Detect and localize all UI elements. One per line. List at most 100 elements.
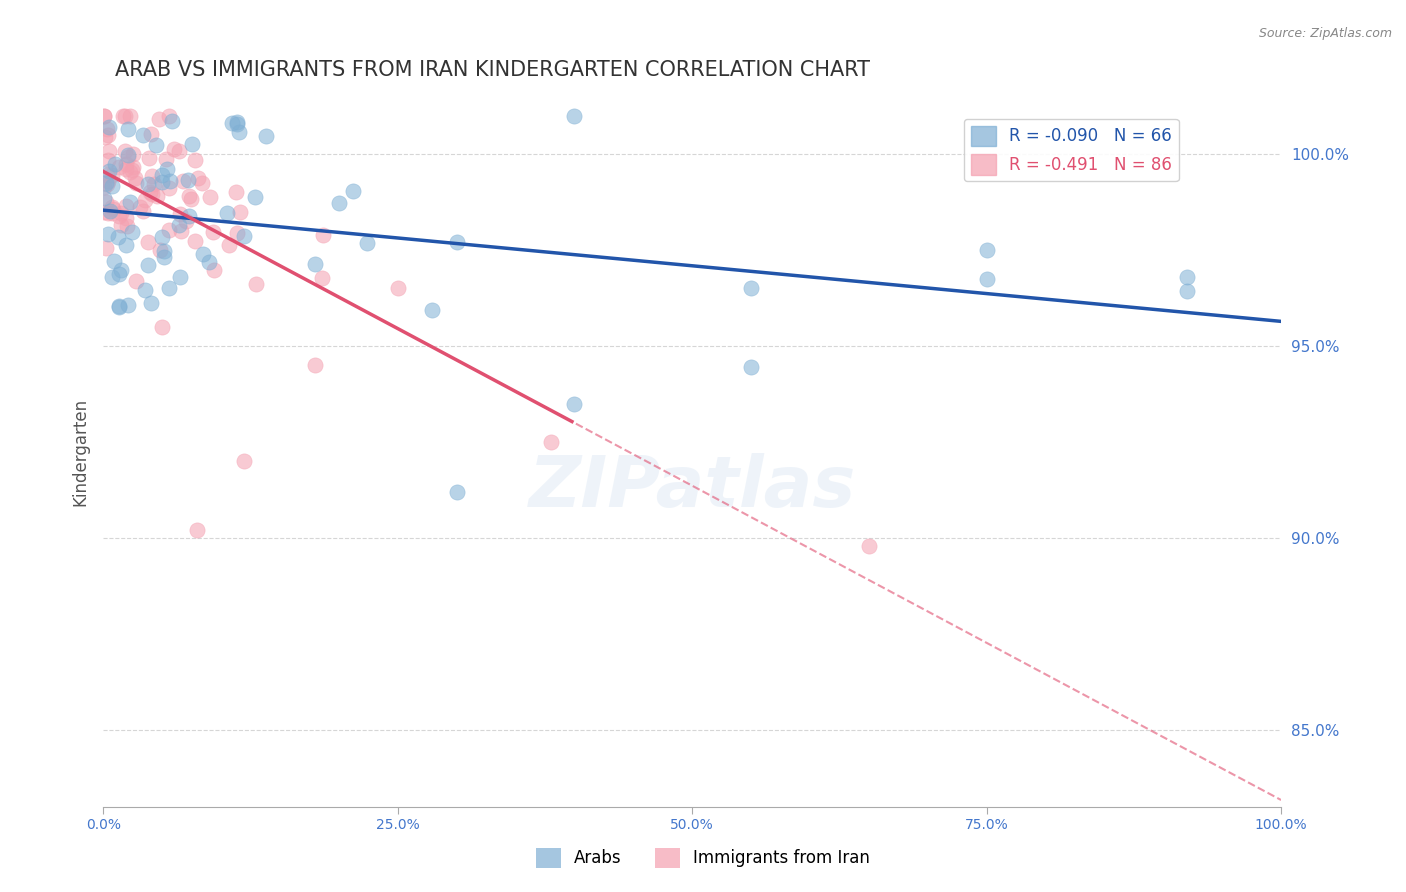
Point xyxy=(96,241,118,255)
Point xyxy=(149,244,172,258)
Point xyxy=(157,222,180,236)
Point xyxy=(228,125,250,139)
Point xyxy=(150,229,173,244)
Point xyxy=(94,176,117,190)
Point xyxy=(155,153,177,167)
Point xyxy=(181,136,204,151)
Point xyxy=(129,200,152,214)
Point xyxy=(159,174,181,188)
Point xyxy=(446,484,468,499)
Point xyxy=(115,157,138,171)
Point xyxy=(225,186,247,200)
Point xyxy=(118,109,141,123)
Point xyxy=(233,454,256,468)
Point xyxy=(177,189,200,203)
Point xyxy=(97,206,120,220)
Point xyxy=(94,194,117,209)
Point xyxy=(93,204,115,219)
Point xyxy=(97,227,120,241)
Point xyxy=(115,238,138,252)
Point xyxy=(446,235,468,249)
Point xyxy=(858,539,880,553)
Point xyxy=(141,186,163,201)
Text: ARAB VS IMMIGRANTS FROM IRAN KINDERGARTEN CORRELATION CHART: ARAB VS IMMIGRANTS FROM IRAN KINDERGARTE… xyxy=(115,60,870,79)
Point xyxy=(134,283,156,297)
Point xyxy=(226,118,249,132)
Point xyxy=(162,113,184,128)
Point xyxy=(183,234,205,248)
Point xyxy=(110,263,132,277)
Point xyxy=(304,358,326,372)
Point xyxy=(202,263,225,277)
Point xyxy=(97,120,120,134)
Point xyxy=(114,144,136,158)
Point xyxy=(120,195,142,210)
Point xyxy=(121,225,143,239)
Point xyxy=(93,192,115,206)
Legend: Arabs, Immigrants from Iran: Arabs, Immigrants from Iran xyxy=(529,841,877,875)
Point xyxy=(115,199,138,213)
Point xyxy=(118,165,141,179)
Point xyxy=(254,129,277,144)
Point xyxy=(976,272,998,286)
Point xyxy=(142,178,165,192)
Point xyxy=(97,173,120,187)
Point xyxy=(96,122,118,136)
Point xyxy=(139,185,162,199)
Point xyxy=(976,243,998,257)
Point xyxy=(101,169,124,183)
Point xyxy=(225,227,247,241)
Point xyxy=(110,218,132,232)
Point xyxy=(108,299,131,313)
Point xyxy=(1175,285,1198,299)
Point xyxy=(134,193,156,207)
Point xyxy=(97,153,120,168)
Point xyxy=(93,109,115,123)
Point xyxy=(93,179,115,194)
Point xyxy=(356,235,378,250)
Point xyxy=(152,244,174,258)
Point xyxy=(191,176,214,190)
Point xyxy=(311,228,333,243)
Point xyxy=(136,235,159,249)
Point xyxy=(187,170,209,185)
Point xyxy=(150,176,173,190)
Point xyxy=(304,257,326,271)
Point xyxy=(115,219,138,234)
Point xyxy=(163,142,186,156)
Text: ZIPatlas: ZIPatlas xyxy=(529,452,856,522)
Point xyxy=(110,206,132,220)
Point xyxy=(108,267,131,281)
Point xyxy=(232,229,254,244)
Point xyxy=(104,157,127,171)
Point xyxy=(115,162,138,177)
Point xyxy=(153,250,176,264)
Point xyxy=(157,180,180,194)
Point xyxy=(176,173,198,187)
Point xyxy=(93,109,115,123)
Point xyxy=(94,130,117,145)
Point xyxy=(117,148,139,162)
Point xyxy=(420,303,443,318)
Point xyxy=(97,128,120,142)
Point xyxy=(328,196,350,211)
Point xyxy=(311,270,333,285)
Point xyxy=(540,434,562,449)
Point xyxy=(148,112,170,126)
Point xyxy=(198,190,221,204)
Point xyxy=(125,274,148,288)
Point xyxy=(562,396,585,410)
Point xyxy=(169,145,191,159)
Text: Source: ZipAtlas.com: Source: ZipAtlas.com xyxy=(1258,27,1392,40)
Point xyxy=(174,214,197,228)
Point xyxy=(169,219,191,233)
Point xyxy=(221,115,243,129)
Point xyxy=(96,168,118,182)
Point xyxy=(184,153,207,167)
Point xyxy=(180,192,202,206)
Point xyxy=(138,151,160,165)
Point xyxy=(169,207,191,221)
Point xyxy=(342,184,364,198)
Point xyxy=(136,258,159,272)
Point xyxy=(146,189,169,203)
